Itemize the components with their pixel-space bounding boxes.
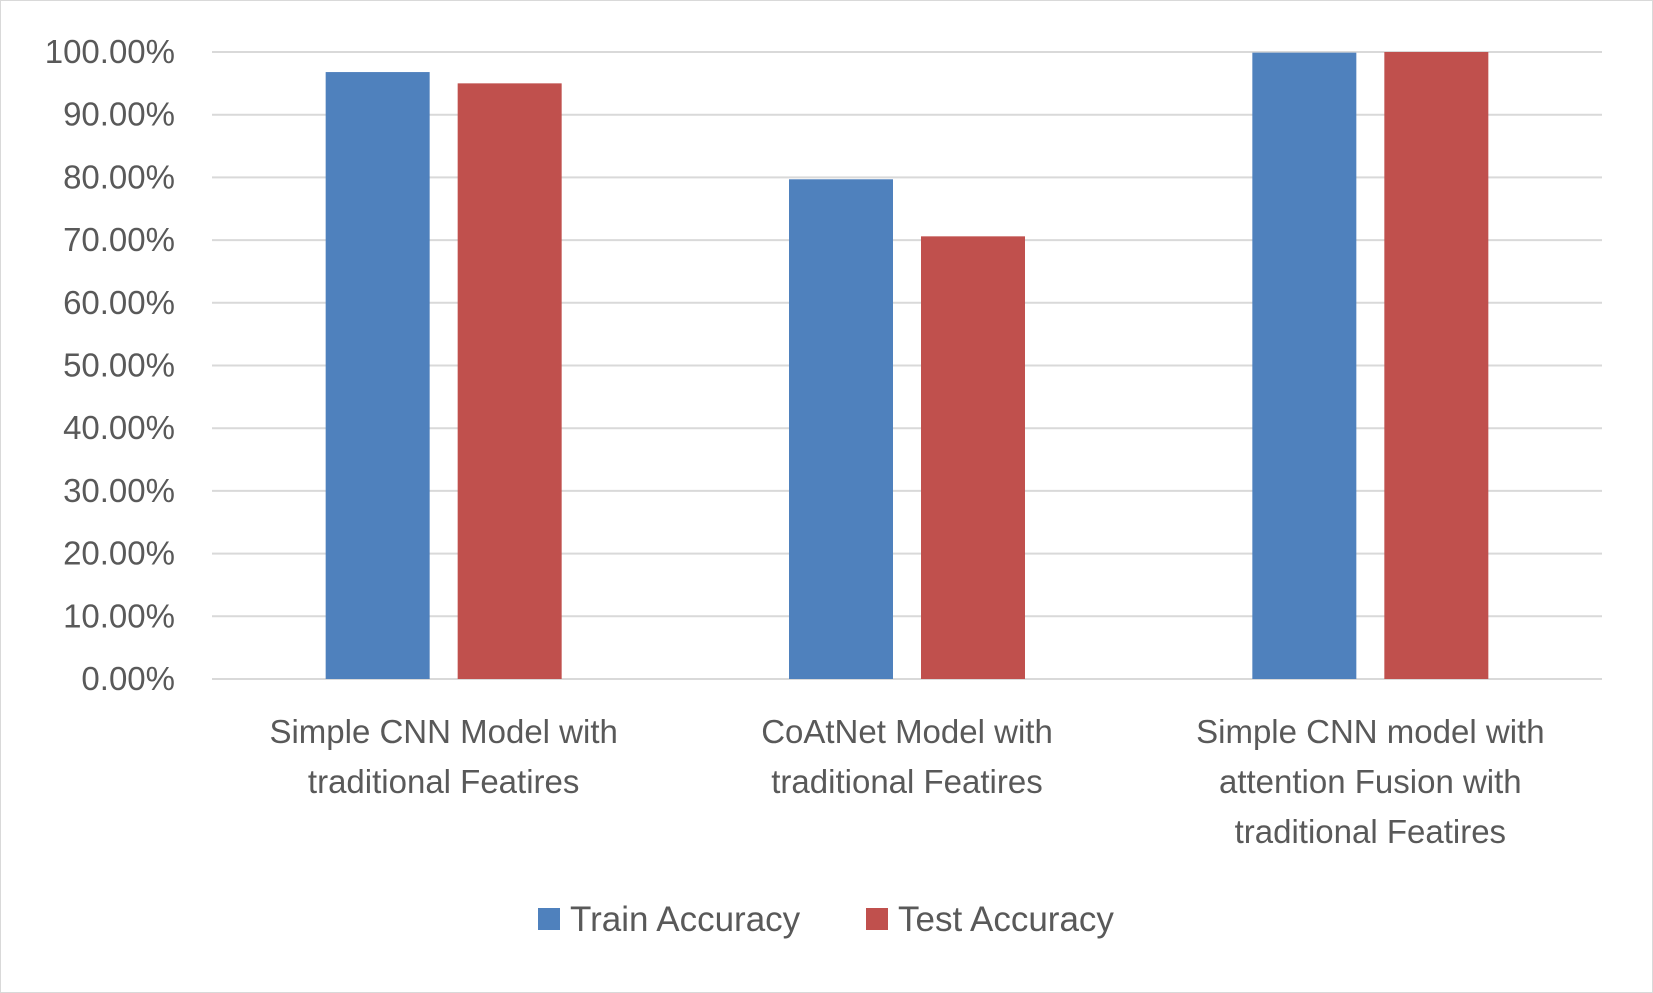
legend-swatch-train-accuracy	[538, 908, 560, 930]
bar-test-accuracy-2	[921, 236, 1025, 679]
y-tick-label: 10.00%	[63, 597, 175, 634]
legend-label-train-accuracy: Train Accuracy	[570, 900, 801, 939]
y-tick-label: 100.00%	[45, 33, 175, 70]
bars	[325, 52, 1489, 680]
category-label: CoAtNet Model with traditional Featires	[761, 713, 1053, 800]
x-axis-category-labels: Simple CNN Model with traditional Featire…	[269, 713, 1544, 850]
legend-label-test-accuracy: Test Accuracy	[898, 900, 1114, 939]
y-tick-label: 30.00%	[63, 472, 175, 509]
bar-train-accuracy-2	[789, 179, 893, 679]
bar-train-accuracy-1	[325, 72, 430, 679]
y-tick-label: 70.00%	[63, 221, 175, 258]
bar-test-accuracy-1	[457, 83, 562, 680]
legend-swatch-test-accuracy	[866, 908, 888, 930]
y-tick-label: 90.00%	[63, 96, 175, 133]
y-tick-label: 60.00%	[63, 284, 175, 321]
y-tick-label: 20.00%	[63, 535, 175, 572]
y-axis-tick-labels: 0.00% 10.00% 20.00% 30.00% 40.00% 50.00% 60.00…	[45, 33, 175, 697]
category-label: Simple CNN model with attention Fusion wi…	[1196, 713, 1544, 850]
y-tick-label: 50.00%	[63, 347, 175, 384]
y-tick-label: 0.00%	[81, 660, 175, 697]
legend: Train Accuracy Test Accuracy	[538, 900, 1114, 939]
y-tick-label: 80.00%	[63, 158, 175, 195]
bar-test-accuracy-3	[1384, 52, 1489, 679]
bar-train-accuracy-3	[1252, 52, 1357, 679]
category-label: Simple CNN Model with traditional Featire…	[269, 713, 617, 800]
y-tick-label: 40.00%	[63, 409, 175, 446]
gridlines	[212, 51, 1602, 680]
